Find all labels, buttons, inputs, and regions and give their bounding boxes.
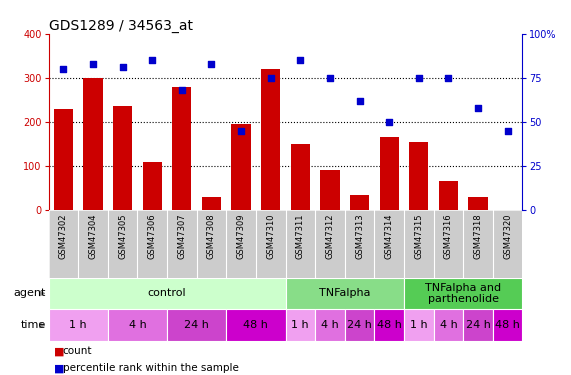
Text: GSM47314: GSM47314	[385, 213, 393, 259]
Bar	[345, 309, 375, 341]
Bar	[49, 278, 286, 309]
Text: 24 h: 24 h	[184, 320, 209, 330]
Bar	[83, 78, 103, 210]
Text: GSM47305: GSM47305	[118, 213, 127, 259]
Text: GSM47310: GSM47310	[266, 213, 275, 259]
Text: GSM47313: GSM47313	[355, 213, 364, 259]
Text: GSM47308: GSM47308	[207, 213, 216, 259]
Text: TNFalpha: TNFalpha	[319, 288, 371, 298]
Point	[89, 61, 98, 67]
Bar	[226, 309, 286, 341]
Text: GSM47304: GSM47304	[89, 213, 98, 259]
Text: control: control	[148, 288, 186, 298]
Bar	[404, 278, 522, 309]
Text: count: count	[63, 346, 93, 356]
Point	[59, 66, 68, 72]
Text: percentile rank within the sample: percentile rank within the sample	[63, 363, 239, 373]
Text: 24 h: 24 h	[347, 320, 372, 330]
Bar	[113, 106, 132, 210]
Bar	[143, 162, 162, 210]
Bar	[493, 309, 522, 341]
Bar	[409, 142, 428, 210]
Text: 1 h: 1 h	[69, 320, 87, 330]
Bar	[320, 170, 340, 210]
Text: GSM47307: GSM47307	[178, 213, 186, 259]
Point	[385, 119, 394, 125]
Bar	[439, 182, 458, 210]
Bar	[286, 309, 315, 341]
Text: GSM47306: GSM47306	[148, 213, 156, 259]
Text: 48 h: 48 h	[243, 320, 268, 330]
Point	[148, 57, 157, 63]
Bar	[261, 69, 280, 210]
Point	[355, 98, 364, 104]
Bar	[375, 309, 404, 341]
Text: GSM47318: GSM47318	[473, 213, 482, 259]
Text: 48 h: 48 h	[377, 320, 401, 330]
Point	[325, 75, 335, 81]
Bar	[231, 124, 251, 210]
Text: GDS1289 / 34563_at: GDS1289 / 34563_at	[49, 19, 192, 33]
Point	[207, 61, 216, 67]
Text: GSM47312: GSM47312	[325, 213, 335, 259]
Bar	[463, 309, 493, 341]
Text: GSM47311: GSM47311	[296, 213, 305, 259]
Bar	[202, 197, 221, 210]
Bar	[49, 309, 108, 341]
Text: 24 h: 24 h	[465, 320, 490, 330]
Text: ■: ■	[54, 346, 65, 356]
Bar	[380, 137, 399, 210]
Bar	[291, 144, 310, 210]
Point	[444, 75, 453, 81]
Bar	[54, 109, 73, 210]
Point	[473, 105, 482, 111]
Bar	[108, 309, 167, 341]
Text: time: time	[21, 320, 46, 330]
Text: GSM47302: GSM47302	[59, 213, 68, 259]
Point	[177, 87, 186, 93]
Point	[503, 128, 512, 134]
Text: 1 h: 1 h	[410, 320, 428, 330]
Text: GSM47315: GSM47315	[415, 213, 423, 259]
Point	[414, 75, 423, 81]
Point	[118, 64, 127, 70]
Text: 1 h: 1 h	[292, 320, 309, 330]
Text: GSM47309: GSM47309	[236, 213, 246, 259]
Bar	[350, 195, 369, 210]
Text: 4 h: 4 h	[440, 320, 457, 330]
Text: 48 h: 48 h	[495, 320, 520, 330]
Bar	[172, 87, 191, 210]
Bar	[315, 309, 345, 341]
Text: GSM47316: GSM47316	[444, 213, 453, 259]
Bar	[433, 309, 463, 341]
Bar	[167, 309, 226, 341]
Point	[236, 128, 246, 134]
Point	[266, 75, 275, 81]
Text: agent: agent	[13, 288, 46, 298]
Bar	[286, 278, 404, 309]
Bar	[468, 197, 488, 210]
Bar	[404, 309, 433, 341]
Text: 4 h: 4 h	[128, 320, 146, 330]
Text: TNFalpha and
parthenolide: TNFalpha and parthenolide	[425, 283, 501, 304]
Point	[296, 57, 305, 63]
Text: GSM47320: GSM47320	[503, 213, 512, 259]
Text: 4 h: 4 h	[321, 320, 339, 330]
Text: ■: ■	[54, 363, 65, 373]
